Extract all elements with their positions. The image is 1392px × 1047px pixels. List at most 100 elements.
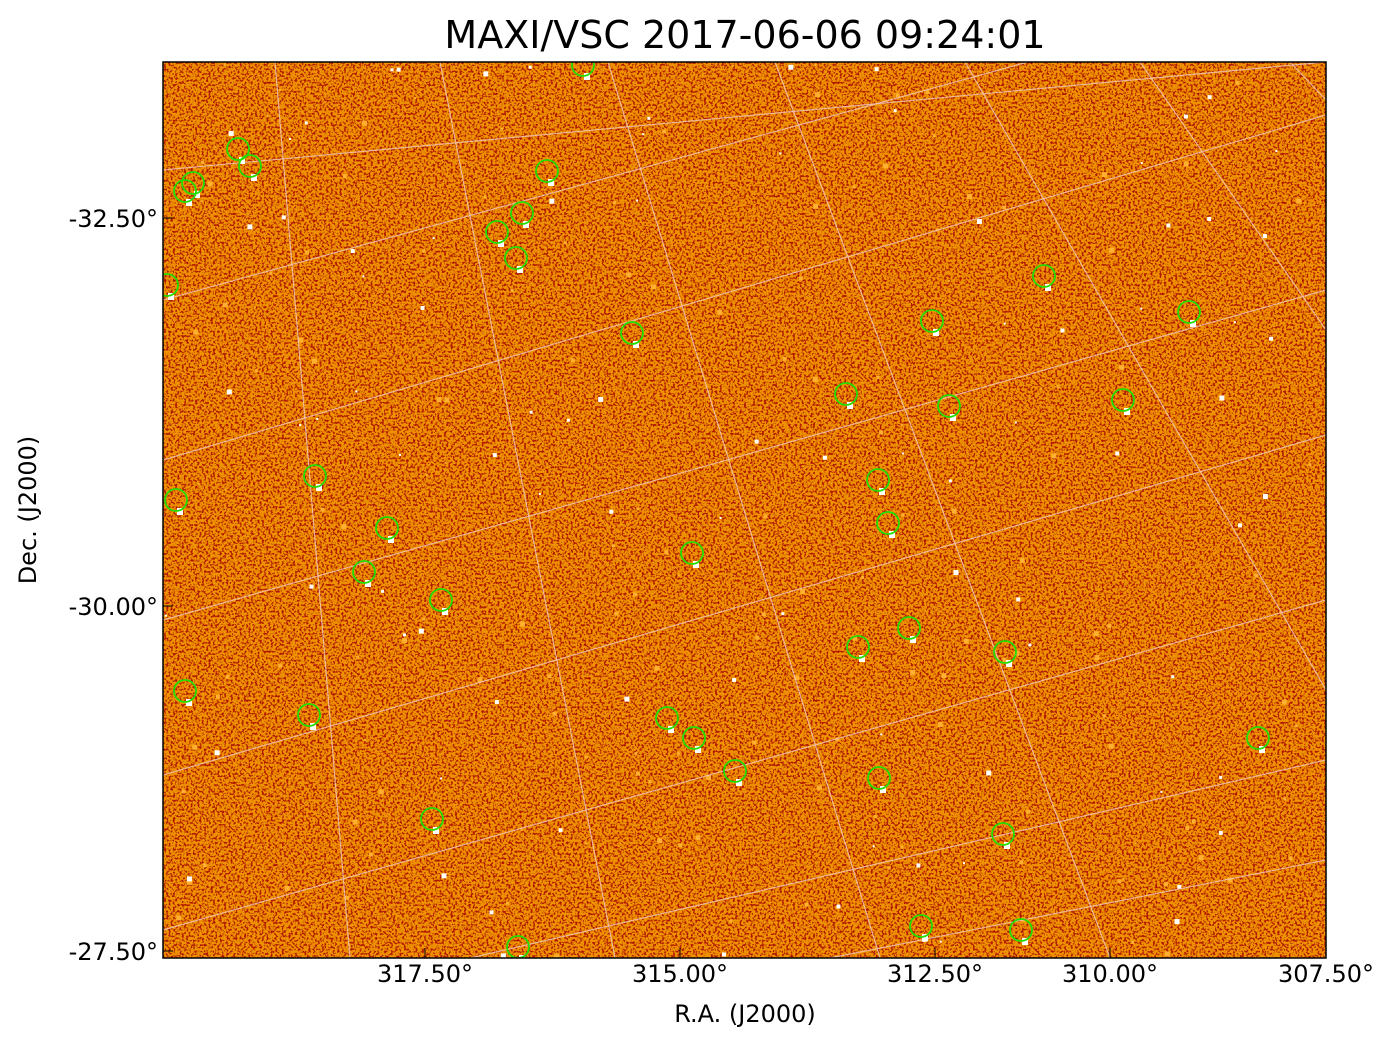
speckle xyxy=(215,694,220,699)
speckle xyxy=(1262,234,1267,239)
speckle xyxy=(1281,699,1287,705)
speckle xyxy=(579,486,582,489)
source-circle xyxy=(571,62,595,77)
speckle xyxy=(794,675,800,681)
source-spot xyxy=(1190,320,1196,327)
speckle xyxy=(901,452,904,455)
speckle xyxy=(278,663,283,668)
speckle xyxy=(345,895,350,900)
overlay xyxy=(163,62,1326,958)
speckle xyxy=(413,97,416,100)
speckle xyxy=(900,845,904,849)
speckle xyxy=(278,89,281,92)
speckle xyxy=(951,508,957,514)
speckle xyxy=(939,940,942,943)
speckle xyxy=(874,67,879,72)
speckle xyxy=(895,93,900,98)
source-spot xyxy=(177,508,183,515)
speckle xyxy=(1233,321,1236,324)
x-tick-label: 315.00° xyxy=(632,960,728,988)
speckle xyxy=(202,863,207,868)
speckle xyxy=(1019,860,1024,865)
speckle xyxy=(164,614,167,617)
speckle xyxy=(721,952,726,957)
speckle xyxy=(355,390,358,393)
speckle xyxy=(420,305,425,310)
speckle xyxy=(1003,322,1006,325)
speckle xyxy=(1218,830,1223,835)
speckle xyxy=(1002,657,1007,662)
speckle xyxy=(570,358,575,363)
coordinate-grid-line xyxy=(469,759,1326,958)
speckle xyxy=(788,64,794,70)
speckle xyxy=(647,116,651,120)
speckle xyxy=(284,885,290,891)
source-spot xyxy=(933,329,939,336)
speckle xyxy=(381,589,385,593)
speckle xyxy=(1296,198,1302,204)
speckle xyxy=(963,638,969,644)
speckle xyxy=(613,201,617,205)
x-tick-label: 307.50° xyxy=(1278,960,1374,988)
speckle xyxy=(662,129,667,134)
speckle xyxy=(529,410,533,414)
source-spot xyxy=(847,402,853,409)
speckle xyxy=(549,198,555,204)
speckle xyxy=(253,306,256,309)
source-circle xyxy=(655,706,679,730)
source-circle xyxy=(297,703,321,727)
speckle xyxy=(754,439,759,444)
speckle xyxy=(266,114,269,117)
speckle xyxy=(448,703,451,706)
speckle xyxy=(1308,463,1312,467)
speckle xyxy=(1183,114,1188,119)
speckle xyxy=(1269,336,1274,341)
speckle xyxy=(1294,724,1298,728)
speckle xyxy=(1238,523,1243,528)
speckle xyxy=(1140,162,1143,165)
speckle xyxy=(214,145,217,148)
speckle xyxy=(192,744,198,750)
speckle xyxy=(657,838,663,844)
x-tick-label: 312.50° xyxy=(887,960,983,988)
source-spot xyxy=(388,536,394,543)
speckle xyxy=(1262,493,1268,499)
speckle xyxy=(1040,387,1043,390)
source-spot xyxy=(310,723,316,730)
source-circle xyxy=(181,171,205,195)
source-spot xyxy=(950,414,956,421)
speckle xyxy=(706,774,712,780)
speckle xyxy=(420,385,423,388)
speckle xyxy=(1140,307,1143,310)
speckle xyxy=(932,134,936,138)
speckle xyxy=(362,275,365,278)
coordinate-grid-line xyxy=(163,114,1326,461)
speckle xyxy=(1026,809,1031,814)
coordinate-grid-line xyxy=(607,62,881,958)
source-circle xyxy=(1246,726,1270,750)
source-spot xyxy=(1006,660,1012,667)
speckle xyxy=(1288,856,1293,861)
speckle xyxy=(222,302,228,308)
speckle xyxy=(852,636,857,641)
speckle xyxy=(309,584,314,589)
speckle xyxy=(1002,205,1007,210)
speckle xyxy=(500,127,504,131)
speckle xyxy=(563,241,567,245)
speckle xyxy=(719,517,722,520)
source-circle xyxy=(723,759,747,783)
source-spot xyxy=(1022,938,1028,945)
speckle xyxy=(883,163,889,169)
source-circle xyxy=(506,935,530,958)
speckle xyxy=(1230,666,1233,669)
speckle xyxy=(1093,631,1099,637)
speckle xyxy=(1019,558,1025,564)
speckle xyxy=(558,828,563,833)
speckle xyxy=(611,544,615,548)
speckle xyxy=(275,443,278,446)
y-tick-label: -27.50° xyxy=(69,938,158,966)
speckle xyxy=(880,733,883,736)
source-spot xyxy=(548,179,554,186)
source-circle xyxy=(226,137,250,161)
